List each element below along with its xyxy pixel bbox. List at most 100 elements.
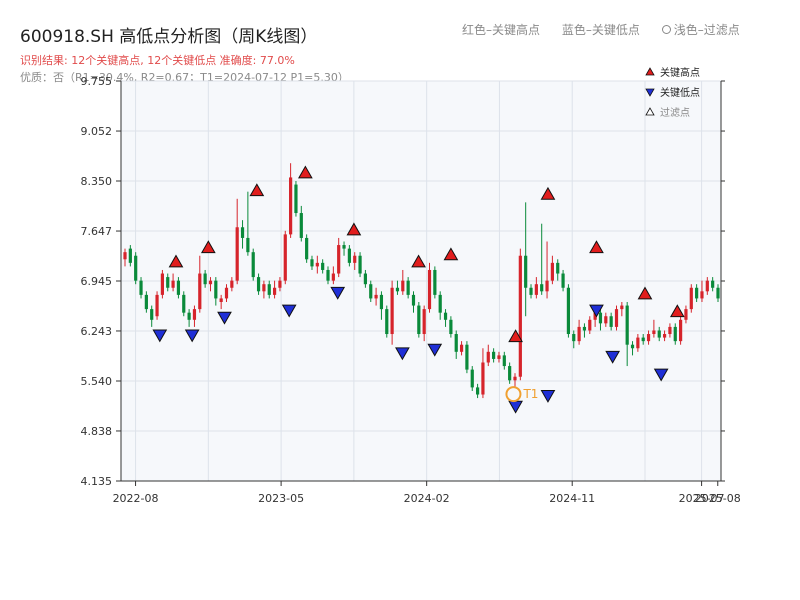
candle-body <box>449 319 453 335</box>
key-low-marker <box>589 304 604 318</box>
candle-body <box>299 213 303 238</box>
candle-body <box>219 298 223 302</box>
candle-body <box>502 355 506 367</box>
top-legend: 红色–关键高点 蓝色–关键低点 浅色–过滤点 <box>462 21 758 38</box>
candle-body <box>267 284 271 295</box>
candle-body <box>662 334 667 338</box>
candle-body <box>294 184 298 214</box>
candle-body <box>657 330 661 338</box>
key-high-marker <box>637 286 653 300</box>
legend-marker-icon <box>645 67 655 76</box>
key-high-marker <box>168 254 184 268</box>
y-tick-label: 4.838 <box>81 425 113 438</box>
candle-body <box>625 305 629 345</box>
candle-body <box>251 252 255 278</box>
key-low-marker <box>184 329 200 343</box>
x-tick-label: 2025-07 <box>679 492 725 505</box>
key-low-marker <box>281 304 297 318</box>
candle-body <box>155 294 159 317</box>
candle-body <box>572 334 576 342</box>
candle-body <box>689 287 693 310</box>
candle-body <box>700 291 704 299</box>
candle-body <box>443 312 448 320</box>
candle-body <box>401 280 405 292</box>
candle-body <box>235 227 239 281</box>
candle-body <box>176 280 181 295</box>
candle-body <box>214 280 218 299</box>
candle-body <box>187 312 191 320</box>
candle-body <box>208 280 213 285</box>
candle-body <box>524 255 528 288</box>
key-low-marker <box>152 329 168 343</box>
candle-body <box>614 309 619 327</box>
candle-body <box>342 245 346 249</box>
candle-body <box>550 262 554 281</box>
result-summary: 识别结果: 12个关键高点, 12个关键低点 准确度: 77.0% <box>20 54 295 67</box>
legend-light-label: 浅色–过滤点 <box>673 23 740 37</box>
key-high-marker <box>589 240 604 254</box>
candle-body <box>641 337 645 342</box>
y-tick-label: 9.755 <box>81 75 113 88</box>
candle-body <box>192 309 197 320</box>
key-low-marker <box>427 343 443 357</box>
candle-body <box>652 330 656 335</box>
t1-marker <box>505 386 522 403</box>
y-tick-label: 6.243 <box>81 325 113 338</box>
y-tick-label: 7.647 <box>81 225 113 238</box>
candle-body <box>128 248 132 263</box>
y-tick-label: 9.052 <box>81 125 113 138</box>
key-low-marker <box>605 350 621 364</box>
candle-body <box>481 362 485 395</box>
key-low-marker <box>217 311 232 325</box>
candle-body <box>465 344 469 370</box>
candle-body <box>144 294 148 310</box>
candle-body <box>363 273 368 285</box>
candle-body <box>139 280 143 295</box>
key-high-marker <box>200 240 216 254</box>
key-high-marker <box>249 183 265 197</box>
candle-body <box>385 309 389 335</box>
y-tick-label: 6.945 <box>81 275 113 288</box>
candle-body <box>315 262 319 267</box>
candle-body <box>582 326 587 331</box>
candle-body <box>492 351 496 359</box>
candle-body <box>369 284 373 299</box>
candle-body <box>679 319 683 342</box>
candle-body <box>406 280 410 295</box>
x-tick-label: 2024-11 <box>549 492 595 505</box>
candle-body <box>598 312 603 324</box>
legend-blue-label: 蓝色–关键低点 <box>561 23 640 37</box>
candles <box>123 163 720 399</box>
candle-body <box>459 344 464 352</box>
candle-body <box>331 273 335 281</box>
candle-body <box>283 234 287 281</box>
key-high-marker <box>443 247 459 261</box>
candle-body <box>337 245 341 274</box>
candle-body <box>395 287 400 292</box>
candle-body <box>203 273 207 285</box>
x-tick-label: 2023-05 <box>258 492 304 505</box>
key-low-marker <box>540 390 556 403</box>
y-tick-label: 8.350 <box>81 175 113 188</box>
key-high-marker <box>411 254 426 268</box>
candle-body <box>321 262 325 270</box>
candle-body <box>508 366 512 381</box>
candle-body <box>636 337 640 349</box>
candle-body <box>711 280 715 288</box>
candle-body <box>305 237 309 260</box>
candle-body <box>534 284 538 295</box>
candle-body <box>379 294 384 310</box>
candle-body <box>630 344 635 349</box>
candle-body <box>695 287 699 299</box>
legend-label: 过滤点 <box>660 106 690 119</box>
candle-body <box>470 369 474 388</box>
candle-body <box>347 248 351 263</box>
candle-body <box>561 273 565 288</box>
key-high-marker <box>669 304 685 318</box>
candle-body <box>620 305 624 310</box>
candle-body <box>518 255 522 377</box>
candle-body <box>278 280 282 288</box>
y-tick-label: 5.540 <box>81 375 113 388</box>
key-low-marker <box>653 368 669 382</box>
candle-body <box>411 294 416 306</box>
